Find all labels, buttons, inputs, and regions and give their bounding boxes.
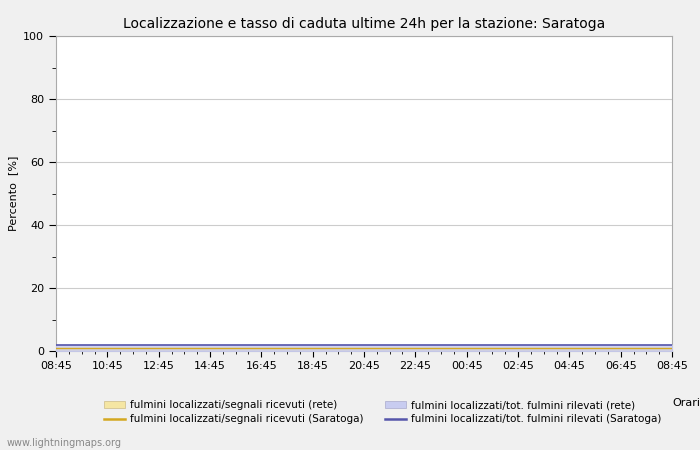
Text: Orario: Orario <box>672 398 700 408</box>
Title: Localizzazione e tasso di caduta ultime 24h per la stazione: Saratoga: Localizzazione e tasso di caduta ultime … <box>123 17 605 31</box>
Text: www.lightningmaps.org: www.lightningmaps.org <box>7 438 122 448</box>
Legend: fulmini localizzati/segnali ricevuti (rete), fulmini localizzati/segnali ricevut: fulmini localizzati/segnali ricevuti (re… <box>104 400 661 424</box>
Y-axis label: Percento  [%]: Percento [%] <box>8 156 18 231</box>
